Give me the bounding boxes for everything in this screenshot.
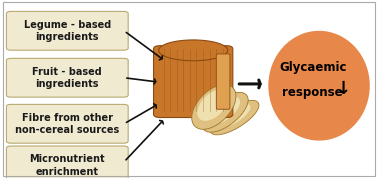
FancyBboxPatch shape <box>6 11 128 50</box>
FancyBboxPatch shape <box>153 46 233 118</box>
Text: Fibre from other
non-cereal sources: Fibre from other non-cereal sources <box>15 112 119 135</box>
Text: Glycaemic: Glycaemic <box>279 62 346 75</box>
Text: response: response <box>282 86 343 99</box>
Ellipse shape <box>268 31 370 141</box>
Text: ↓: ↓ <box>336 80 351 98</box>
Ellipse shape <box>208 96 240 124</box>
Ellipse shape <box>202 92 248 132</box>
Ellipse shape <box>192 85 236 129</box>
Ellipse shape <box>210 100 259 135</box>
FancyBboxPatch shape <box>6 104 128 143</box>
Ellipse shape <box>197 89 228 121</box>
FancyBboxPatch shape <box>6 146 128 180</box>
Text: Fruit - based
ingredients: Fruit - based ingredients <box>33 67 102 89</box>
FancyBboxPatch shape <box>6 58 128 97</box>
Text: Micronutrient
enrichment: Micronutrient enrichment <box>29 154 105 177</box>
Ellipse shape <box>216 104 251 128</box>
Text: Legume - based
ingredients: Legume - based ingredients <box>24 20 111 42</box>
FancyBboxPatch shape <box>216 54 230 109</box>
Ellipse shape <box>159 40 228 61</box>
